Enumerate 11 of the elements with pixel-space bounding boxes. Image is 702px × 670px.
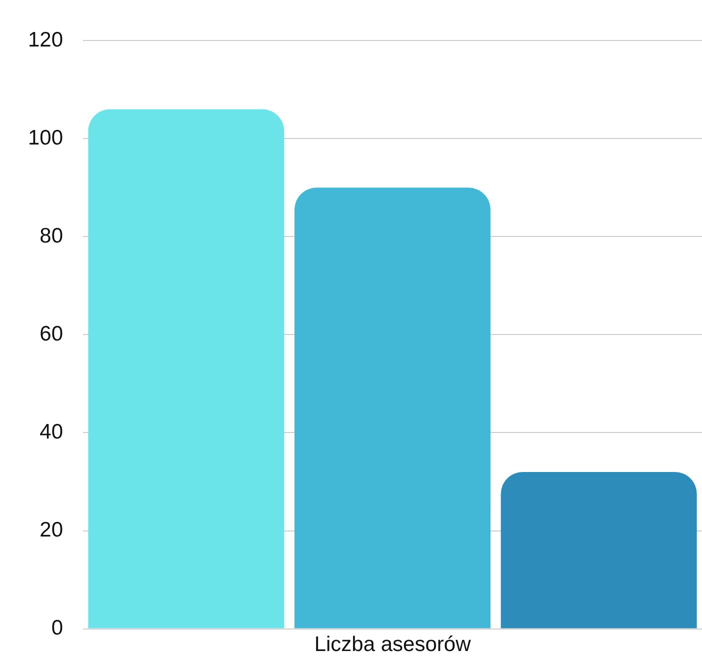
y-tick-label: 120 [28, 28, 64, 52]
bar [294, 188, 491, 628]
y-tick-label: 60 [40, 322, 64, 346]
bar [500, 472, 697, 628]
y-tick-label: 0 [51, 616, 64, 640]
y-tick-label: 20 [40, 518, 64, 542]
y-tick-label: 100 [28, 126, 64, 150]
y-tick-label: 40 [40, 420, 64, 444]
bar [88, 109, 284, 628]
y-tick-label: 80 [40, 224, 64, 248]
x-tick-label: Liczba asesorów [314, 633, 472, 656]
